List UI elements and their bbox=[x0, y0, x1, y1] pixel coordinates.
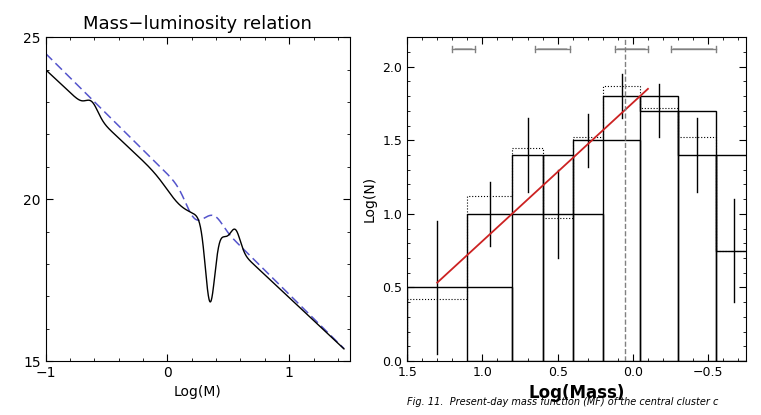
Bar bbox=[715, 155, 753, 361]
Bar bbox=[753, 251, 761, 361]
Bar bbox=[603, 140, 641, 361]
X-axis label: Log(M): Log(M) bbox=[174, 386, 221, 400]
Bar bbox=[573, 214, 603, 361]
Bar bbox=[678, 111, 715, 361]
Y-axis label: Log(N): Log(N) bbox=[363, 176, 377, 222]
Bar bbox=[543, 155, 573, 361]
Bar bbox=[512, 214, 543, 361]
Bar bbox=[641, 96, 678, 361]
Title: Mass−luminosity relation: Mass−luminosity relation bbox=[84, 15, 312, 33]
Bar bbox=[467, 288, 512, 361]
X-axis label: Log(Mass): Log(Mass) bbox=[528, 384, 625, 403]
Text: Fig. 11.  Present-day mass function (MF) of the central cluster c: Fig. 11. Present-day mass function (MF) … bbox=[407, 397, 718, 407]
